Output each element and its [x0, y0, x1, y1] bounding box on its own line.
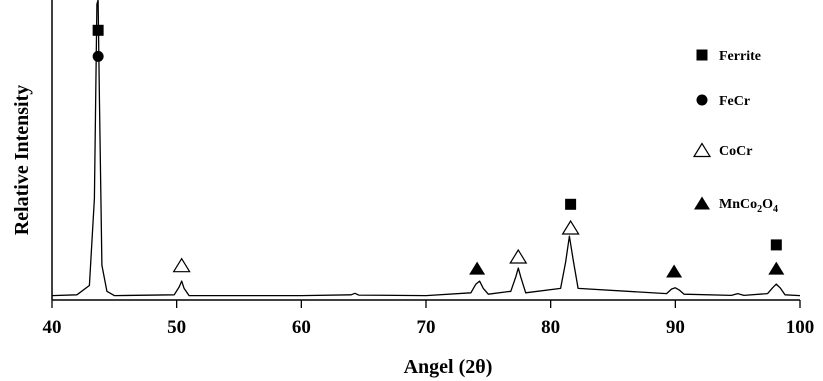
- legend-item: CoCr: [692, 142, 752, 159]
- peak-marker-triangle-open: [172, 257, 191, 273]
- peak-marker-triangle-open: [561, 219, 580, 235]
- x-tick-label: 70: [417, 317, 436, 338]
- legend-item: Ferrite: [696, 49, 761, 64]
- peak-marker-square: [770, 239, 782, 251]
- x-tick-label: 100: [786, 317, 815, 338]
- x-tick-label: 40: [43, 317, 62, 338]
- x-ticks: 40 50 60 70 80 90 100: [43, 300, 815, 338]
- legend-marker-square: [696, 49, 708, 61]
- y-axis-title: Relative Intensity: [11, 85, 33, 236]
- legend-item: MnCo2O4: [694, 196, 778, 215]
- x-axis-title: Angel (2θ): [404, 356, 493, 378]
- peak-marker-square: [92, 24, 104, 36]
- x-tick-label: 90: [666, 317, 685, 338]
- x-tick-label: 60: [292, 317, 311, 338]
- peak-marker-triangle-filled: [666, 264, 683, 278]
- x-tick-label: 80: [541, 317, 560, 338]
- axes: [51, 0, 800, 301]
- peak-markers: [92, 24, 785, 278]
- legend-marker-triangle-open: [692, 142, 712, 158]
- legend: Ferrite FeCr CoCr MnCo2O4: [692, 49, 778, 215]
- legend-label: FeCr: [719, 94, 750, 109]
- peak-marker-circle: [92, 50, 104, 62]
- x-tick-label: 50: [167, 317, 186, 338]
- xrd-pattern-line: [51, 0, 801, 297]
- peak-marker-triangle-open: [509, 248, 528, 264]
- legend-item: FeCr: [696, 94, 750, 109]
- legend-label: MnCo2O4: [719, 197, 778, 215]
- legend-marker-circle: [696, 94, 708, 106]
- peak-marker-triangle-filled: [469, 261, 486, 275]
- peak-marker-square: [565, 198, 577, 210]
- peak-marker-triangle-filled: [768, 261, 785, 275]
- legend-label: CoCr: [719, 144, 752, 159]
- legend-marker-triangle-filled: [694, 196, 710, 210]
- legend-label: Ferrite: [719, 49, 761, 64]
